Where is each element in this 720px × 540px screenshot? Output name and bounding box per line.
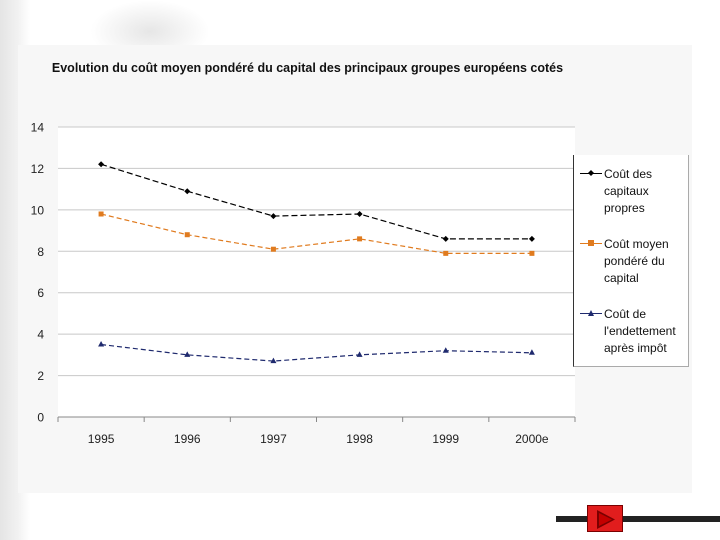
x-tick-label: 2000e [515,432,549,446]
y-tick-label: 10 [31,203,45,217]
data-point [529,250,535,256]
y-tick-label: 6 [37,286,44,300]
legend-label: Coût moyen pondéré du capital [604,237,669,285]
legend-label: Coût de l'endettement après impôt [604,307,676,355]
x-tick-label: 1998 [346,432,373,446]
triangle-marker-icon [588,310,594,316]
data-point [184,188,191,195]
y-tick-label: 12 [31,162,45,176]
square-marker-icon [588,240,594,246]
data-point [270,246,276,252]
data-point [356,211,363,217]
play-icon [597,510,615,529]
y-tick-label: 14 [31,121,45,135]
data-point [98,161,105,168]
data-point [356,351,363,357]
x-tick-label: 1997 [260,432,287,446]
x-tick-label: 1999 [432,432,459,446]
plot-area [58,127,575,417]
chart-title: Evolution du coût moyen pondéré du capit… [51,61,564,75]
y-tick-label: 0 [37,411,44,425]
data-point [184,232,190,238]
y-tick-label: 8 [37,245,44,259]
data-point [443,250,449,256]
x-tick-label: 1996 [174,432,201,446]
data-point [270,213,277,220]
legend-label: Coût des capitaux propres [604,167,653,215]
series-line-3 [101,343,532,362]
data-point [184,351,191,357]
data-point [98,341,105,347]
data-point [442,347,449,353]
background-logo-shadow [90,0,210,45]
diamond-marker-icon [588,170,594,176]
y-tick-label: 2 [37,369,44,383]
footer-nav-bar [556,516,720,522]
y-tick-label: 4 [37,328,44,342]
data-point [442,235,449,242]
data-point [357,236,363,242]
series-line-2 [100,213,532,254]
series-line-1 [100,163,532,240]
data-point [98,211,104,217]
data-point [528,235,535,242]
data-point [528,349,535,355]
next-slide-button[interactable] [587,505,623,532]
x-tick-label: 1995 [88,432,115,446]
data-point [270,357,277,364]
chart-legend: Coût des capitaux propres Coût moyen pon… [573,155,689,367]
